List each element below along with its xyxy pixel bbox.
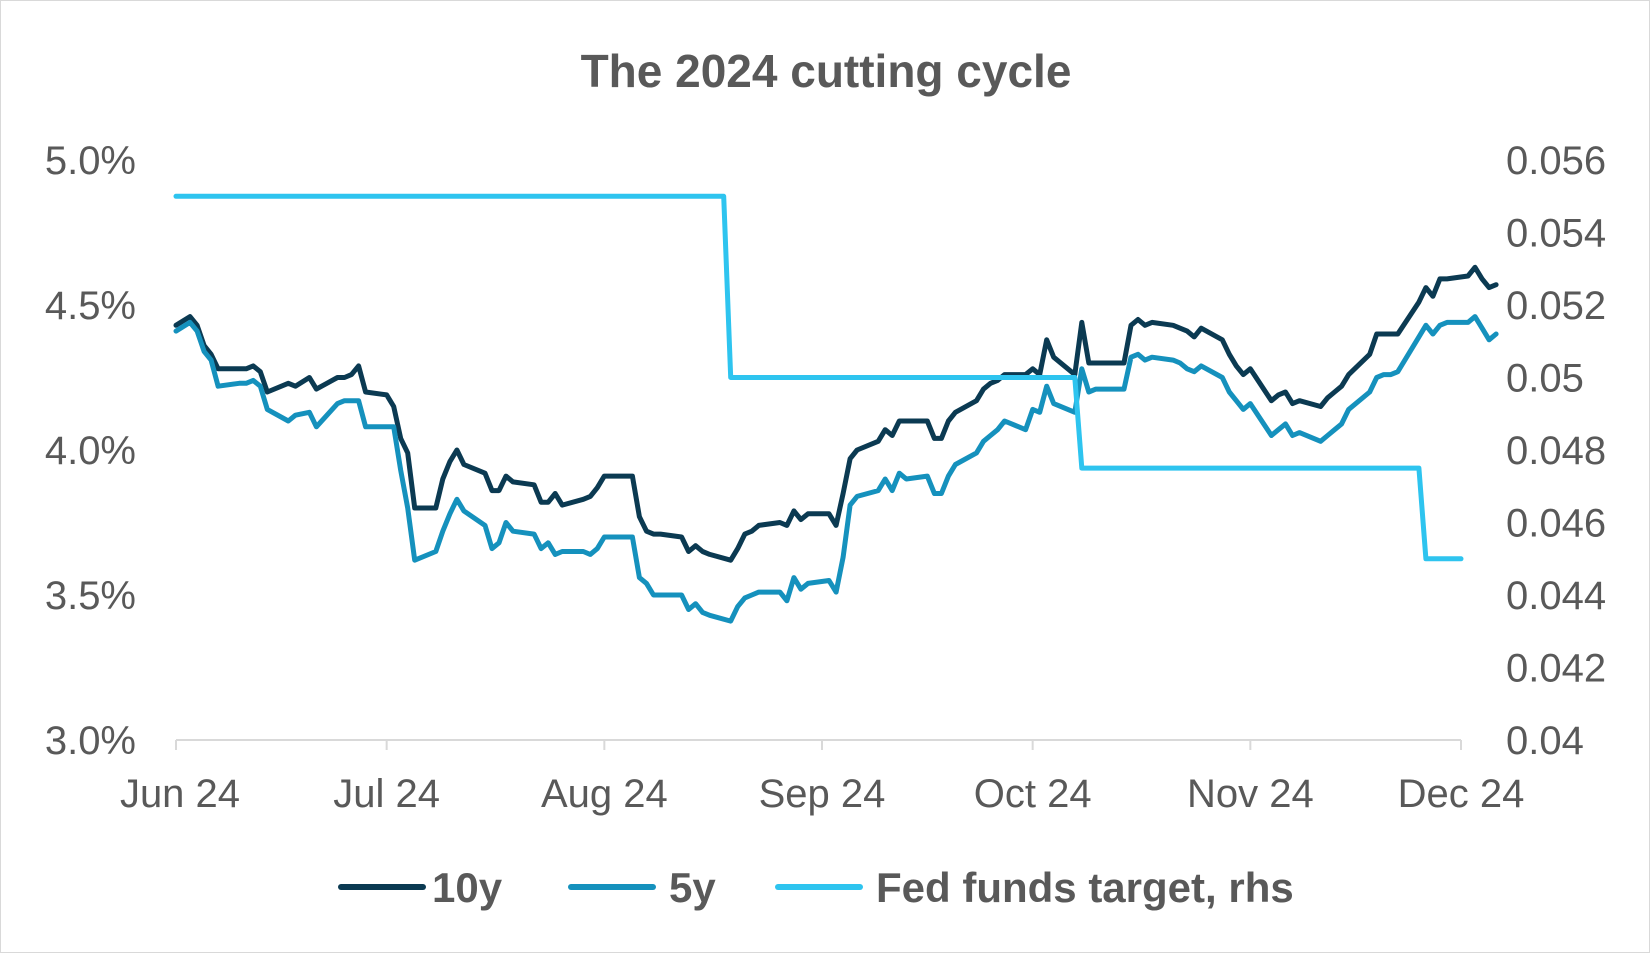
x-tick-label: Sep 24 — [759, 772, 886, 816]
legend-label: Fed funds target, rhs — [876, 864, 1294, 911]
legend-label: 5y — [669, 864, 716, 911]
y-right-tick-label: 0.056 — [1506, 139, 1606, 183]
y-right-tick-label: 0.052 — [1506, 284, 1606, 328]
x-tick-label: Oct 24 — [974, 772, 1092, 816]
series-line — [173, 193, 1464, 562]
x-tick-label: Dec 24 — [1398, 772, 1525, 816]
y-left-tick-label: 3.0% — [45, 719, 136, 763]
x-tick-label: Jun 24 — [120, 772, 240, 816]
y-right-tick-label: 0.048 — [1506, 429, 1606, 473]
legend: 10y 5y Fed funds target, rhs — [338, 864, 1294, 911]
series-line — [173, 264, 1499, 563]
y-right-tick-label: 0.05 — [1506, 357, 1584, 401]
x-tick-label: Aug 24 — [541, 772, 668, 816]
y-right-tick-label: 0.042 — [1506, 647, 1606, 691]
y-left-tick-label: 4.5% — [45, 284, 136, 328]
y-left-tick-label: 4.0% — [45, 429, 136, 473]
y-right-tick-label: 0.04 — [1506, 719, 1584, 763]
y-right-tick-label: 0.046 — [1506, 502, 1606, 546]
chart-title: The 2024 cutting cycle — [581, 45, 1072, 97]
y-right-tick-label: 0.044 — [1506, 574, 1606, 618]
y-left-tick-label: 5.0% — [45, 139, 136, 183]
y-left-tick-label: 3.5% — [45, 574, 136, 618]
series-line — [173, 314, 1499, 624]
legend-label: 10y — [432, 864, 503, 911]
x-tick-label: Nov 24 — [1187, 772, 1314, 816]
series-layer — [173, 193, 1499, 624]
axes-layer: Jun 24 Jul 24 Aug 24 Sep 24 Oct 24 Nov 24 Dec … — [45, 139, 1606, 816]
x-tick-label: Jul 24 — [333, 772, 440, 816]
y-right-tick-label: 0.054 — [1506, 212, 1606, 256]
